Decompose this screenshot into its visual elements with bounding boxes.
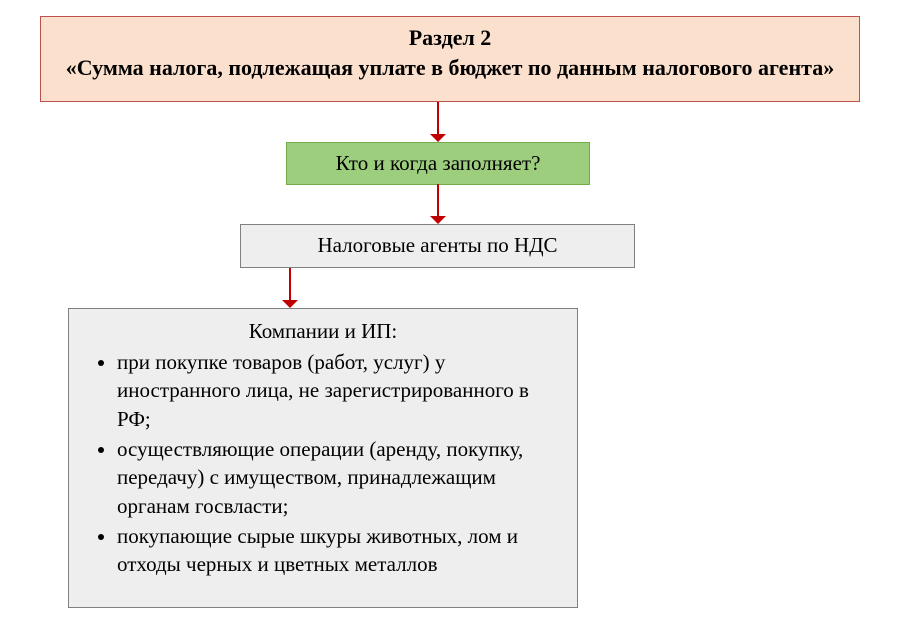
question-text: Кто и когда заполняет? (336, 151, 541, 175)
list-item: при покупке товаров (работ, услуг) у ино… (117, 348, 557, 433)
title-line2: «Сумма налога, подлежащая уплате в бюдже… (53, 53, 847, 83)
title-box: Раздел 2 «Сумма налога, подлежащая уплат… (40, 16, 860, 102)
details-heading: Компании и ИП: (89, 319, 557, 344)
arrow-agents-to-details (280, 268, 300, 308)
agents-text: Налоговые агенты по НДС (317, 233, 557, 257)
details-list: при покупке товаров (работ, услуг) у ино… (89, 348, 557, 579)
title-line1: Раздел 2 (53, 23, 847, 53)
list-item: осуществляющие операции (аренду, покупку… (117, 435, 557, 520)
arrow-title-to-question (428, 102, 448, 142)
details-box: Компании и ИП: при покупке товаров (рабо… (68, 308, 578, 608)
agents-box: Налоговые агенты по НДС (240, 224, 635, 268)
list-item: покупающие сырые шкуры животных, лом и о… (117, 522, 557, 579)
arrow-question-to-agents (428, 184, 448, 224)
question-box: Кто и когда заполняет? (286, 142, 590, 185)
